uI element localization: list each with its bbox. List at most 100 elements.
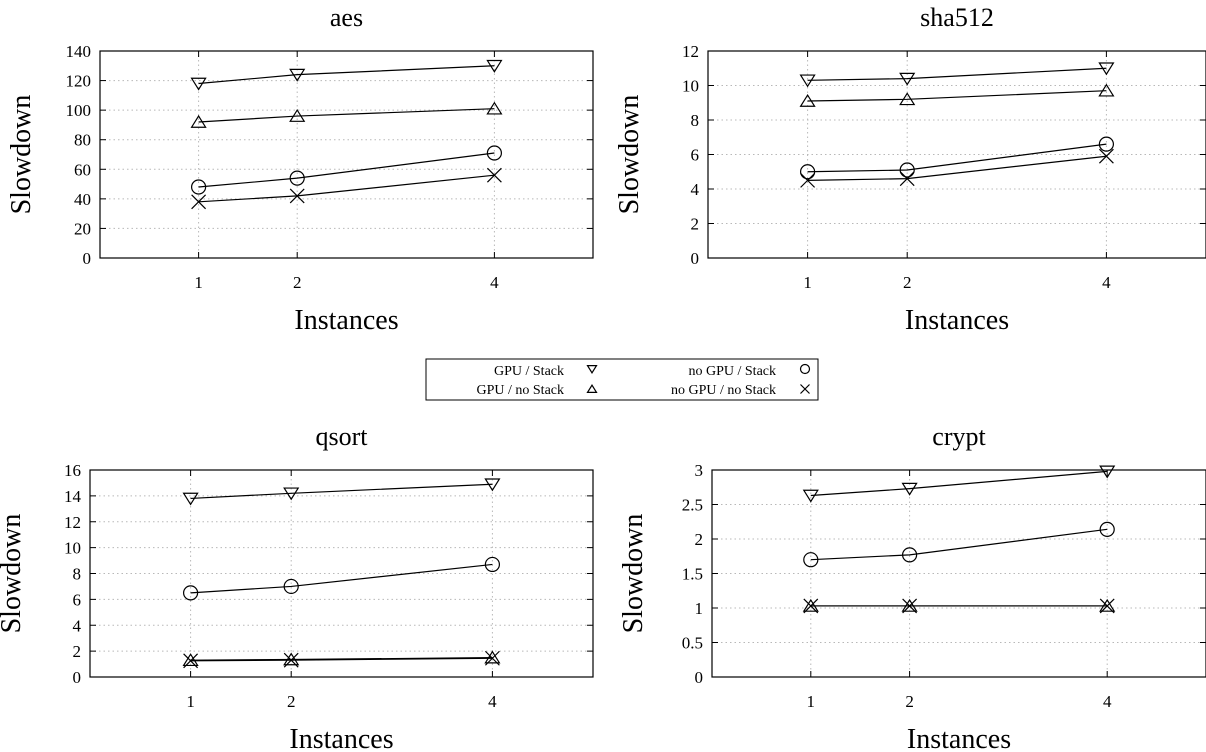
data-point-triangle-up	[486, 101, 503, 115]
x-tick-label: 2	[905, 692, 914, 711]
y-tick-label: 12	[682, 42, 699, 61]
y-tick-label: 80	[74, 131, 91, 150]
y-axis-label: Slowdown	[6, 95, 37, 215]
legend-label-nogpu-stack: no GPU / Stack	[689, 364, 777, 379]
series-line	[198, 108, 495, 123]
y-tick-label: 1	[695, 599, 704, 618]
series-line	[807, 67, 1107, 81]
data-point-triangle-down	[484, 478, 501, 492]
y-tick-label: 8	[73, 565, 82, 584]
data-point-cross	[803, 598, 819, 614]
chart-aes: 0 20 40 60 80 100 120 140 1 2 4 aes Instances Slowdow…	[6, 3, 594, 336]
data-point-circle	[799, 164, 816, 180]
plot-frame	[99, 50, 594, 259]
y-tick-label: 0	[73, 668, 82, 687]
series-line	[810, 470, 1108, 497]
data-point-circle	[803, 552, 819, 568]
legend-marker-circle-icon	[799, 363, 811, 375]
data-point-triangle-down	[1098, 62, 1115, 76]
data-point-cross	[1098, 148, 1114, 164]
data-point-cross	[486, 167, 502, 183]
y-tick-label: 6	[73, 590, 82, 609]
series-no-gpu-stack	[183, 556, 500, 601]
series-line	[198, 65, 495, 85]
y-axis-label: Slowdown	[618, 514, 649, 634]
series-gpu-no-stack	[799, 83, 1115, 107]
series-line	[198, 152, 495, 188]
y-axis-label: Slowdown	[614, 95, 645, 215]
series-line	[807, 90, 1107, 102]
legend-marker-triangle-down-icon	[586, 365, 598, 374]
data-point-triangle-down	[182, 492, 199, 506]
data-point-circle	[901, 547, 918, 563]
data-point-triangle-down	[283, 487, 300, 501]
x-tick-label: 1	[194, 273, 203, 292]
series-gpu-stack	[802, 465, 1116, 503]
y-tick-label: 40	[74, 190, 91, 209]
data-point-cross	[283, 652, 299, 668]
y-tick-label: 140	[66, 42, 92, 61]
data-point-triangle-up	[484, 650, 501, 664]
y-tick-label: 0.5	[682, 634, 703, 653]
series-gpu-stack	[190, 59, 503, 91]
legend-marker-cross-icon	[800, 384, 810, 394]
data-point-circle	[283, 578, 299, 595]
y-tick-label: 6	[691, 146, 700, 165]
data-point-cross	[183, 653, 199, 669]
chart-title: crypt	[932, 422, 986, 451]
legend-label-gpu-stack: GPU / Stack	[494, 364, 564, 379]
series-gpu-stack	[799, 62, 1115, 88]
data-point-circle	[191, 179, 207, 195]
legend-label-gpu-nostack: GPU / no Stack	[477, 383, 565, 398]
data-point-cross	[899, 171, 915, 187]
data-point-triangle-down	[289, 68, 306, 82]
legend-symbol	[586, 384, 598, 393]
data-point-triangle-down	[1099, 465, 1116, 479]
legend-symbol	[586, 365, 598, 374]
chart-title: aes	[330, 3, 363, 32]
data-point-triangle-up	[289, 108, 306, 122]
series-line	[810, 528, 1108, 561]
data-point-circle	[484, 556, 500, 573]
series-no-gpu-no-stack	[183, 650, 500, 669]
data-point-triangle-up	[283, 652, 300, 666]
x-axis-label: Instances	[905, 305, 1009, 336]
x-tick-label: 1	[807, 692, 816, 711]
x-axis-label: Instances	[907, 724, 1011, 752]
series-no-gpu-stack	[799, 136, 1115, 180]
data-point-circle	[899, 162, 915, 178]
data-point-triangle-down	[901, 482, 918, 496]
legend-label-nogpu-nostack: no GPU / no Stack	[671, 383, 776, 398]
data-point-cross	[902, 598, 918, 614]
legend-marker-triangle-up-icon	[586, 384, 598, 393]
y-tick-label: 0	[83, 249, 92, 268]
series-no-gpu-stack	[191, 145, 502, 195]
y-tick-label: 1.5	[682, 565, 703, 584]
series-line	[807, 155, 1107, 181]
data-point-cross	[484, 650, 500, 666]
y-tick-label: 0	[695, 668, 704, 687]
legend: GPU / Stack no GPU / Stack GPU / no Stac…	[425, 358, 819, 401]
y-tick-label: 20	[74, 219, 91, 238]
y-tick-label: 12	[64, 513, 81, 532]
data-point-circle	[486, 145, 502, 161]
legend-symbol	[800, 384, 810, 394]
y-tick-label: 2	[73, 642, 82, 661]
series-line	[190, 563, 493, 594]
data-point-triangle-up	[190, 114, 207, 128]
x-tick-label: 4	[1103, 692, 1112, 711]
y-tick-label: 100	[66, 101, 92, 120]
series-line	[807, 143, 1107, 173]
data-point-cross	[1099, 598, 1115, 614]
x-tick-label: 4	[488, 692, 497, 711]
data-point-circle	[289, 170, 305, 186]
chart-crypt: 0 0.5 1 1.5 2 2.5 3 1 2 4 crypt Instances Slowdown	[618, 422, 1206, 752]
x-tick-label: 2	[287, 692, 296, 711]
y-tick-label: 10	[64, 539, 81, 558]
series-gpu-no-stack	[190, 101, 503, 128]
y-axis-label: Slowdown	[0, 514, 27, 634]
data-point-triangle-down	[799, 74, 816, 88]
y-tick-label: 60	[74, 160, 91, 179]
x-axis-label: Instances	[294, 305, 398, 336]
